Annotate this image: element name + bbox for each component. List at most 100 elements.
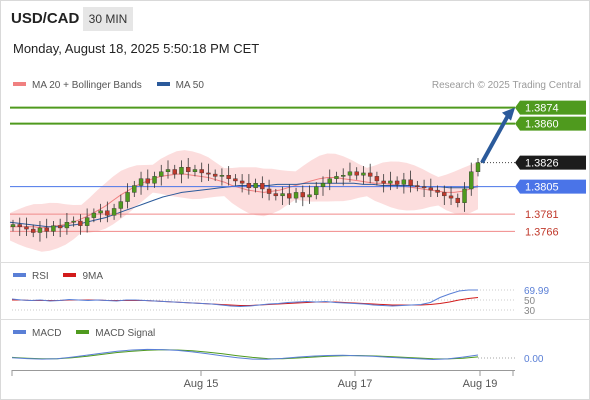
candle bbox=[246, 183, 252, 189]
candle bbox=[57, 225, 63, 229]
candle bbox=[239, 180, 245, 184]
candle bbox=[314, 186, 319, 195]
legend-label: 9MA bbox=[82, 271, 104, 282]
legend-label: MACD Signal bbox=[95, 328, 156, 339]
candle bbox=[287, 193, 292, 199]
candle bbox=[44, 227, 49, 232]
rsi-9ma-line bbox=[12, 297, 479, 306]
candle bbox=[105, 210, 110, 216]
candle bbox=[293, 192, 299, 199]
macd-panel: 0.00 bbox=[11, 348, 544, 365]
candle bbox=[152, 176, 157, 184]
candle bbox=[327, 178, 332, 184]
candle bbox=[341, 175, 346, 177]
candle bbox=[347, 171, 353, 176]
candle bbox=[24, 226, 29, 230]
macd-tick-label: 0.00 bbox=[524, 354, 544, 365]
candle bbox=[320, 183, 326, 187]
candle bbox=[186, 166, 191, 172]
legend-item-9ma: 9MA bbox=[63, 271, 103, 282]
9ma-swatch bbox=[63, 273, 77, 278]
target-price-label: 1.3874 bbox=[525, 103, 559, 115]
x-tick-label: Aug 19 bbox=[463, 378, 498, 390]
candle bbox=[10, 224, 16, 227]
candle bbox=[233, 178, 238, 182]
candle bbox=[415, 185, 420, 187]
legend-label: MA 20 + Bollinger Bands bbox=[32, 80, 142, 91]
candle bbox=[408, 179, 413, 186]
candle bbox=[172, 169, 177, 175]
candle bbox=[367, 172, 373, 177]
candle bbox=[435, 189, 440, 193]
rsi-legend: RSI 9MA bbox=[13, 271, 115, 282]
candle bbox=[64, 222, 70, 229]
candle bbox=[374, 176, 380, 182]
candle bbox=[462, 188, 467, 203]
candle bbox=[442, 192, 447, 197]
candle bbox=[253, 183, 258, 189]
candle bbox=[260, 183, 265, 190]
candle bbox=[428, 187, 434, 191]
candle bbox=[334, 176, 339, 179]
candle bbox=[98, 210, 103, 214]
legend-label: MACD bbox=[32, 328, 62, 339]
candle bbox=[179, 166, 184, 175]
candle bbox=[206, 172, 211, 175]
candle bbox=[394, 180, 400, 185]
candle bbox=[448, 195, 454, 199]
support-price-label: 1.3766 bbox=[525, 226, 559, 238]
rsi-tick-label: 69.99 bbox=[524, 286, 549, 297]
macd-signal-swatch bbox=[76, 330, 90, 335]
bollinger-band bbox=[10, 150, 478, 252]
macd-line bbox=[11, 348, 479, 361]
legend-item-ma50: MA 50 bbox=[156, 80, 204, 91]
forecast-arrow bbox=[480, 114, 510, 164]
x-tick-label: Aug 15 bbox=[184, 378, 219, 390]
legend-label: MA 50 bbox=[175, 80, 204, 91]
candle bbox=[145, 178, 150, 184]
candle bbox=[273, 193, 279, 197]
macd-signal-line bbox=[11, 349, 479, 360]
candle bbox=[469, 171, 474, 190]
candle bbox=[125, 192, 130, 202]
candle bbox=[388, 180, 393, 184]
candle bbox=[132, 185, 137, 193]
candle bbox=[159, 171, 164, 177]
research-credit: Research © 2025 Trading Central bbox=[431, 80, 581, 91]
candle bbox=[165, 169, 171, 172]
candle bbox=[307, 194, 312, 198]
candle bbox=[17, 224, 22, 227]
candle bbox=[219, 175, 225, 177]
x-axis-ticks: Aug 15 Aug 17 Aug 19 bbox=[11, 370, 514, 390]
legend-item-ma20: MA 20 + Bollinger Bands bbox=[13, 80, 142, 91]
chart-datetime: Monday, August 18, 2025 5:50:18 PM CET bbox=[13, 41, 260, 56]
legend-item-rsi: RSI bbox=[13, 271, 49, 282]
macd-legend: MACD MACD Signal bbox=[13, 328, 167, 339]
candle bbox=[111, 208, 117, 216]
legend-item-macd: MACD bbox=[13, 328, 61, 339]
candle bbox=[401, 179, 407, 185]
last-price-tag bbox=[515, 155, 586, 170]
ma50-swatch bbox=[156, 82, 170, 87]
pivot-price-label: 1.3805 bbox=[525, 182, 559, 194]
candle bbox=[192, 169, 198, 172]
rsi-tick-label: 30 bbox=[524, 306, 536, 317]
candle bbox=[354, 171, 359, 176]
candle bbox=[212, 173, 218, 177]
last-price-label: 1.3826 bbox=[525, 158, 559, 170]
forecast-arrowhead bbox=[502, 107, 515, 121]
rsi-tick-label: 50 bbox=[524, 296, 536, 307]
support-price-label: 1.3781 bbox=[525, 209, 559, 221]
target-price-label: 1.3860 bbox=[525, 119, 559, 131]
candle bbox=[361, 172, 366, 176]
timeframe-button[interactable]: 30 MIN bbox=[83, 7, 133, 31]
pivot-price-tag bbox=[515, 179, 586, 194]
candle bbox=[300, 192, 305, 198]
candle bbox=[37, 227, 43, 233]
candle bbox=[31, 228, 36, 233]
legend-label: RSI bbox=[32, 271, 49, 282]
candle bbox=[91, 212, 97, 218]
symbol-title: USD/CAD bbox=[11, 10, 80, 27]
target-price-tag bbox=[515, 100, 586, 115]
